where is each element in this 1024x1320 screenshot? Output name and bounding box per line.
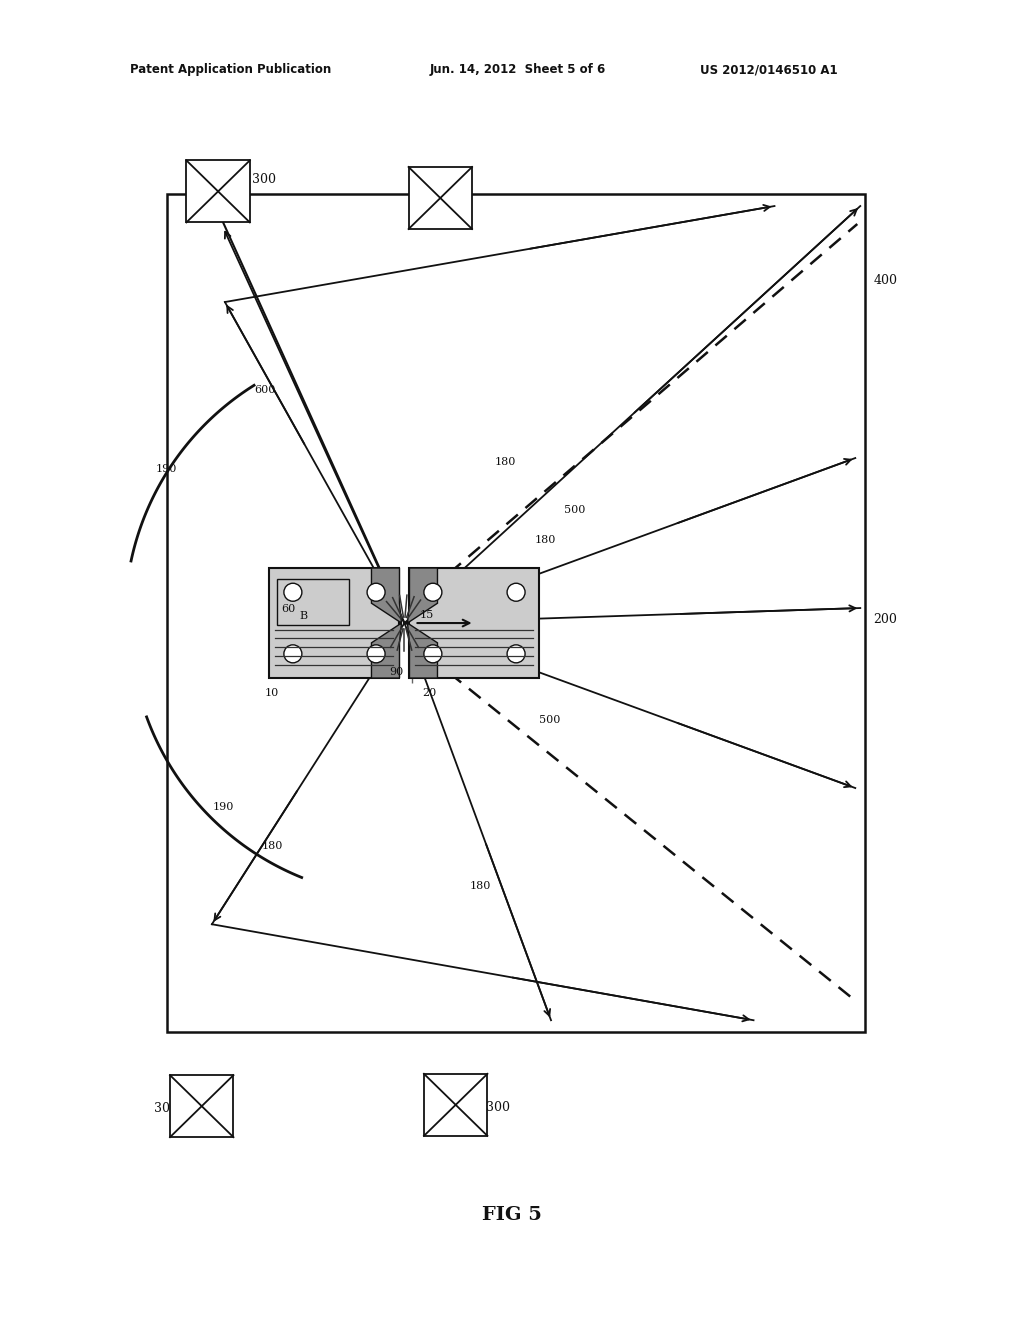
Text: 200: 200	[873, 612, 897, 626]
Text: 500: 500	[564, 506, 586, 515]
Circle shape	[424, 645, 442, 663]
Text: Jun. 14, 2012  Sheet 5 of 6: Jun. 14, 2012 Sheet 5 of 6	[430, 63, 606, 77]
Bar	[424, 1074, 487, 1135]
Bar	[409, 168, 472, 230]
Bar	[269, 568, 399, 678]
Text: 500: 500	[540, 715, 561, 725]
Circle shape	[507, 645, 525, 663]
Text: 300: 300	[154, 1102, 178, 1115]
Text: 400: 400	[873, 275, 897, 286]
Bar	[170, 1074, 233, 1138]
Bar	[278, 579, 349, 626]
Circle shape	[367, 645, 385, 663]
Circle shape	[424, 583, 442, 601]
Text: 10: 10	[264, 688, 279, 698]
Text: FIG 5: FIG 5	[482, 1206, 542, 1224]
Bar	[167, 194, 865, 1032]
Text: Patent Application Publication: Patent Application Publication	[130, 63, 331, 77]
Text: 300: 300	[436, 174, 461, 187]
Text: 600: 600	[255, 385, 275, 395]
Text: 20: 20	[423, 688, 436, 698]
Bar	[410, 568, 540, 678]
Circle shape	[284, 583, 302, 601]
Text: 180: 180	[495, 457, 516, 467]
Text: 300: 300	[485, 1101, 510, 1114]
Text: US 2012/0146510 A1: US 2012/0146510 A1	[700, 63, 838, 77]
Polygon shape	[372, 568, 401, 678]
Text: 190: 190	[156, 463, 177, 474]
Text: 15: 15	[420, 610, 434, 620]
Polygon shape	[408, 568, 437, 678]
Circle shape	[367, 583, 385, 601]
Text: 90: 90	[389, 667, 403, 677]
Text: 60: 60	[282, 605, 296, 614]
Bar	[186, 161, 250, 223]
Text: 300: 300	[252, 173, 276, 186]
Text: 180: 180	[535, 535, 556, 545]
Text: B: B	[299, 611, 307, 620]
Text: 190: 190	[213, 801, 234, 812]
Text: 180: 180	[469, 882, 490, 891]
Circle shape	[284, 645, 302, 663]
Text: 180: 180	[262, 841, 284, 851]
Circle shape	[507, 583, 525, 601]
